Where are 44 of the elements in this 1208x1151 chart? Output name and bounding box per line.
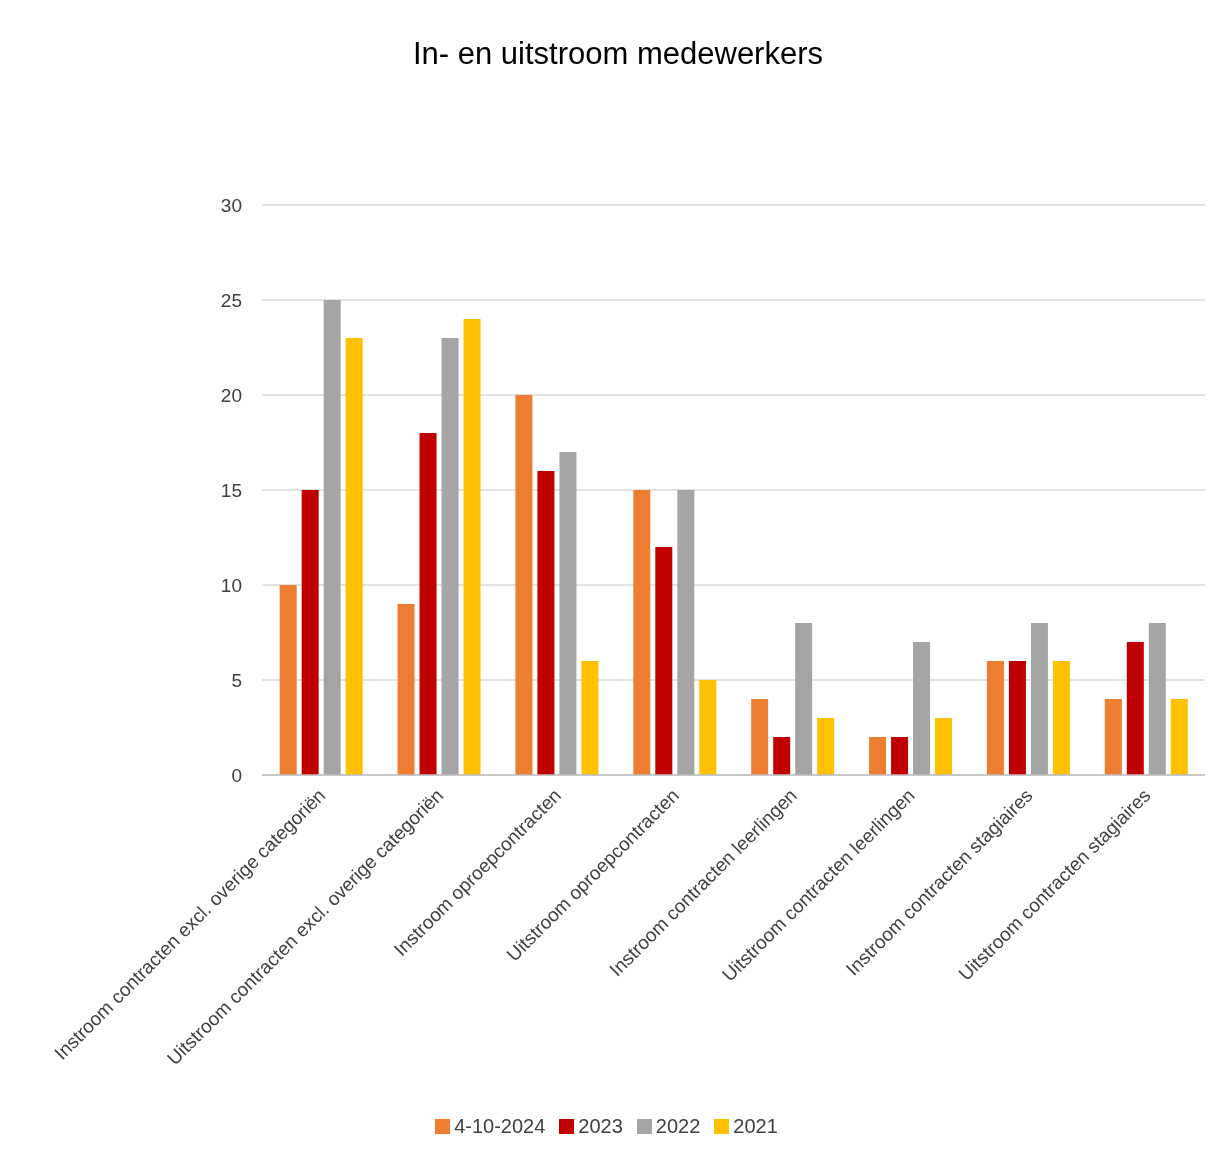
- y-tick-label: 30: [220, 194, 242, 216]
- bar: [751, 699, 769, 775]
- bar: [1126, 642, 1144, 775]
- bar: [1104, 699, 1122, 775]
- bar: [699, 680, 717, 775]
- chart-title: In- en uitstroom medewerkers: [411, 36, 824, 72]
- bar: [773, 737, 791, 775]
- bar: [279, 585, 297, 775]
- bar: [677, 490, 695, 775]
- bar: [515, 395, 533, 775]
- bar: [1170, 699, 1188, 775]
- bar: [795, 623, 813, 775]
- bar: [463, 319, 481, 775]
- bar: [419, 433, 437, 775]
- y-tick-label: 20: [220, 384, 242, 406]
- y-tick-label: 0: [231, 764, 242, 786]
- bar: [345, 338, 363, 775]
- bar: [581, 661, 599, 775]
- y-tick-label: 25: [220, 289, 242, 311]
- bar: [441, 338, 459, 775]
- bar: [935, 718, 953, 775]
- bar: [323, 300, 341, 775]
- bar: [655, 547, 673, 775]
- bar: [633, 490, 651, 775]
- y-tick-label: 15: [220, 479, 242, 501]
- bar: [1008, 661, 1026, 775]
- legend-label: 2023: [577, 1115, 623, 1138]
- bar: [397, 604, 415, 775]
- bar: [559, 452, 577, 775]
- bar: [817, 718, 835, 775]
- bar: [913, 642, 931, 775]
- bar: [1030, 623, 1048, 775]
- bar: [537, 471, 555, 775]
- bar: [891, 737, 909, 775]
- bar: [1052, 661, 1070, 775]
- bar: [986, 661, 1004, 775]
- y-tick-label: 5: [231, 669, 242, 691]
- legend-label: 4-10-2024: [453, 1115, 546, 1138]
- legend-label: 2022: [654, 1115, 701, 1138]
- y-tick-label: 10: [220, 574, 242, 596]
- bar: [869, 737, 887, 775]
- legend-label: 2021: [732, 1115, 778, 1138]
- bar: [301, 490, 319, 775]
- bar: [1148, 623, 1166, 775]
